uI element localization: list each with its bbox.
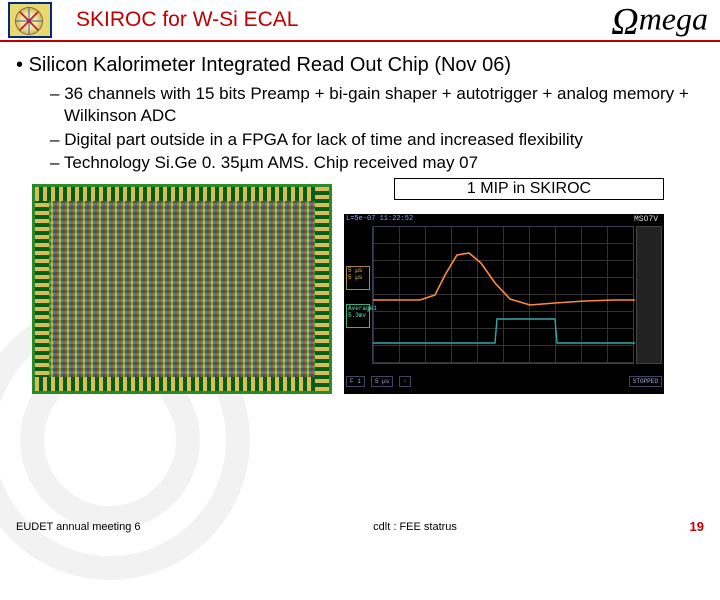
oscilloscope-area: 1 MIP in SKIROC L=5e-07 11:22:52 MSO7V 5… xyxy=(344,184,664,394)
scope-timestamp: L=5e-07 11:22:52 xyxy=(346,216,413,224)
main-bullet: • Silicon Kalorimeter Integrated Read Ou… xyxy=(16,54,710,77)
scope-ch2-box: Average1 5.3mv xyxy=(346,304,370,328)
scope-ch1-box: 5 µs 5 µs xyxy=(346,266,370,290)
footer-center: cdlt : FEE statrus xyxy=(141,521,690,533)
scope-bottom-bar: F 1 5 µs ↑ STOPPED xyxy=(346,370,662,392)
scope-model: MSO7V xyxy=(634,215,658,224)
slide-title: SKIROC for W-Si ECAL xyxy=(76,8,299,32)
sub-bullet: Technology Si.Ge 0. 35µm AMS. Chip recei… xyxy=(50,152,710,174)
page-number: 19 xyxy=(690,519,704,534)
footer-left: EUDET annual meeting 6 xyxy=(16,521,141,533)
scope-sidebar xyxy=(636,226,662,364)
chip-die-photo xyxy=(32,184,332,394)
slide-content: • Silicon Kalorimeter Integrated Read Ou… xyxy=(0,42,720,394)
oscilloscope-screenshot: L=5e-07 11:22:52 MSO7V 5 µs 5 µs Average… xyxy=(344,214,664,394)
scope-traces xyxy=(373,227,635,365)
figures-row: 1 MIP in SKIROC L=5e-07 11:22:52 MSO7V 5… xyxy=(32,184,710,394)
slide-footer: EUDET annual meeting 6 cdlt : FEE statru… xyxy=(0,519,720,534)
slide-header: SKIROC for W-Si ECAL Ωmega xyxy=(0,0,720,40)
omega-logo: Ωmega xyxy=(611,0,708,44)
sub-bullet: 36 channels with 15 bits Preamp + bi-gai… xyxy=(50,83,710,127)
sub-bullet: Digital part outside in a FPGA for lack … xyxy=(50,129,710,151)
eudet-logo xyxy=(8,2,52,38)
mip-label: 1 MIP in SKIROC xyxy=(394,178,664,200)
sub-bullet-list: 36 channels with 15 bits Preamp + bi-gai… xyxy=(50,83,710,174)
